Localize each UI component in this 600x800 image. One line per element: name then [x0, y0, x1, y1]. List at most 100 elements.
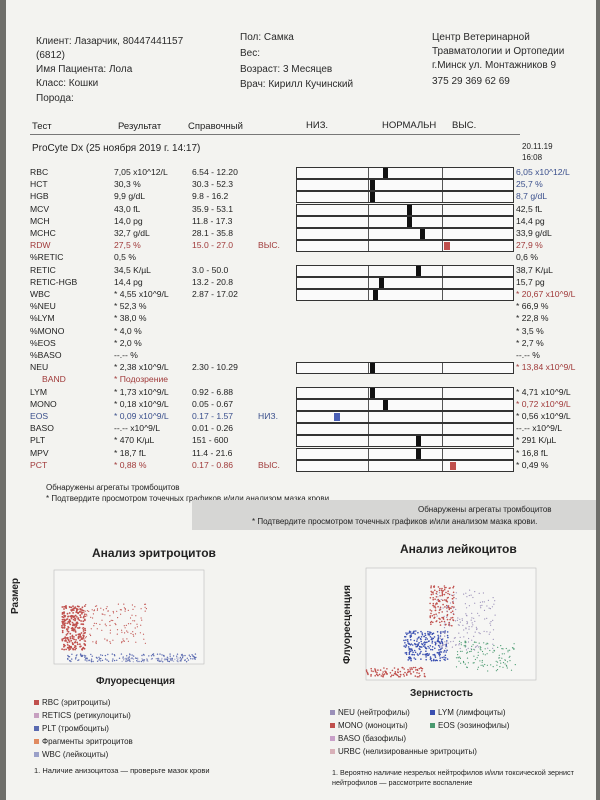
scatter-dot: [70, 609, 72, 611]
scatter-dot: [192, 658, 194, 660]
scatter-dot: [438, 599, 441, 602]
scatter-dot: [110, 619, 112, 621]
scatter-dot: [74, 619, 76, 622]
scatter-dot: [422, 653, 424, 656]
scatter-dot: [438, 641, 440, 643]
result-row-plt: PLT * 470 K/µL 151 - 600 * 291 K/µL: [6, 434, 596, 447]
scatter-dot: [95, 622, 97, 625]
scatter-dot: [71, 629, 74, 632]
scatter-dot: [444, 657, 447, 659]
scatter-dot: [109, 632, 111, 634]
scatter-dot: [156, 653, 159, 655]
scatter-dot: [430, 648, 432, 651]
scatter-dot: [468, 605, 470, 607]
scatter-dot: [105, 625, 107, 627]
scatter-dot: [61, 639, 64, 642]
scatter-dot: [374, 675, 376, 677]
scatter-dot: [382, 676, 384, 678]
range-divider: [368, 192, 369, 202]
scatter-dot: [128, 657, 130, 659]
scatter-dot: [71, 658, 73, 660]
result-row-mch: MCH 14,0 pg 11.8 - 17.3 14,4 pg: [6, 215, 596, 228]
range-divider: [442, 424, 443, 434]
scatter-dot: [412, 666, 415, 669]
scatter-dot: [410, 672, 412, 675]
scatter-dot: [429, 616, 432, 619]
scatter-dot: [100, 607, 102, 609]
scatter-dot: [405, 653, 408, 656]
scatter-dot: [409, 657, 412, 660]
scatter-dot: [423, 635, 425, 638]
scatter-dot: [112, 612, 115, 614]
scatter-dot: [79, 643, 81, 646]
scatter-dot: [434, 643, 437, 646]
scatter-dot: [380, 675, 383, 677]
scatter-dot: [411, 668, 413, 671]
rbc-legend-item: RBC (эритроциты): [34, 696, 133, 709]
scatter-dot: [72, 627, 74, 630]
scatter-dot: [90, 616, 92, 618]
scatter-dot: [64, 605, 67, 608]
scatter-dot: [411, 649, 413, 652]
patient-breed: Порода:: [36, 93, 74, 104]
scatter-dot: [106, 640, 108, 642]
scatter-dot: [66, 632, 69, 635]
scatter-dot: [462, 660, 465, 663]
scatter-dot: [417, 643, 419, 645]
scatter-dot: [438, 649, 440, 651]
scatter-dot: [472, 596, 474, 599]
scatter-dot: [428, 653, 430, 655]
scatter-dot: [481, 650, 484, 653]
scatter-dot: [493, 649, 495, 651]
scatter-dot: [449, 607, 451, 609]
scatter-dot: [122, 638, 124, 640]
scatter-dot: [455, 666, 458, 668]
scatter-dot: [84, 656, 86, 658]
range-divider: [442, 217, 443, 227]
scatter-dot: [414, 675, 417, 677]
scatter-dot: [410, 648, 412, 650]
scatter-dot: [458, 643, 461, 645]
range-marker: [379, 278, 384, 288]
scatter-dot: [430, 593, 433, 596]
scatter-dot: [144, 606, 146, 608]
scatter-dot: [385, 671, 387, 674]
result-row-neu: NEU * 2,38 x10^9/L 2.30 - 10.29 * 13,84 x10…: [6, 361, 596, 374]
scatter-dot: [81, 612, 83, 615]
scatter-dot: [416, 668, 419, 671]
scatter-dot: [381, 673, 384, 675]
scatter-dot: [441, 646, 443, 648]
legend-label: EOS (эозинофилы): [438, 721, 510, 730]
test-result: * Подозрение: [114, 374, 169, 384]
scatter-dot: [96, 608, 99, 610]
scatter-dot: [447, 636, 449, 639]
scatter-dot: [498, 654, 500, 656]
test-name: PLT: [30, 435, 46, 445]
scatter-dot: [71, 635, 74, 638]
scatter-dot: [72, 612, 74, 614]
scatter-dot: [399, 673, 402, 676]
test-result: * 38,0 %: [114, 313, 147, 323]
scatter-dot: [431, 648, 434, 651]
patient-class: Класс: Кошки: [36, 78, 99, 89]
scatter-dot: [436, 642, 438, 644]
scatter-dot: [404, 652, 407, 654]
test-reference: 151 - 600: [192, 435, 229, 445]
range-marker: [416, 266, 421, 276]
scatter-dot: [421, 643, 423, 645]
scatter-dot: [365, 669, 368, 671]
scatter-dot: [489, 622, 491, 624]
scatter-dot: [119, 609, 121, 611]
scatter-dot: [446, 613, 449, 616]
col-low: НИЗ.: [306, 120, 329, 131]
test-reference: 0.17 - 1.57: [192, 411, 234, 421]
scatter-dot: [68, 641, 71, 643]
test-result: * 1,73 x10^9/L: [114, 387, 169, 397]
test-name: %EOS: [30, 338, 56, 348]
scatter-dot: [71, 621, 74, 624]
test-name: RDW: [30, 240, 51, 250]
scatter-dot: [416, 672, 418, 674]
scatter-dot: [109, 642, 112, 644]
scatter-dot: [475, 626, 477, 628]
note-left-1: Обнаружены агрегаты тромбоцитов: [46, 483, 180, 492]
